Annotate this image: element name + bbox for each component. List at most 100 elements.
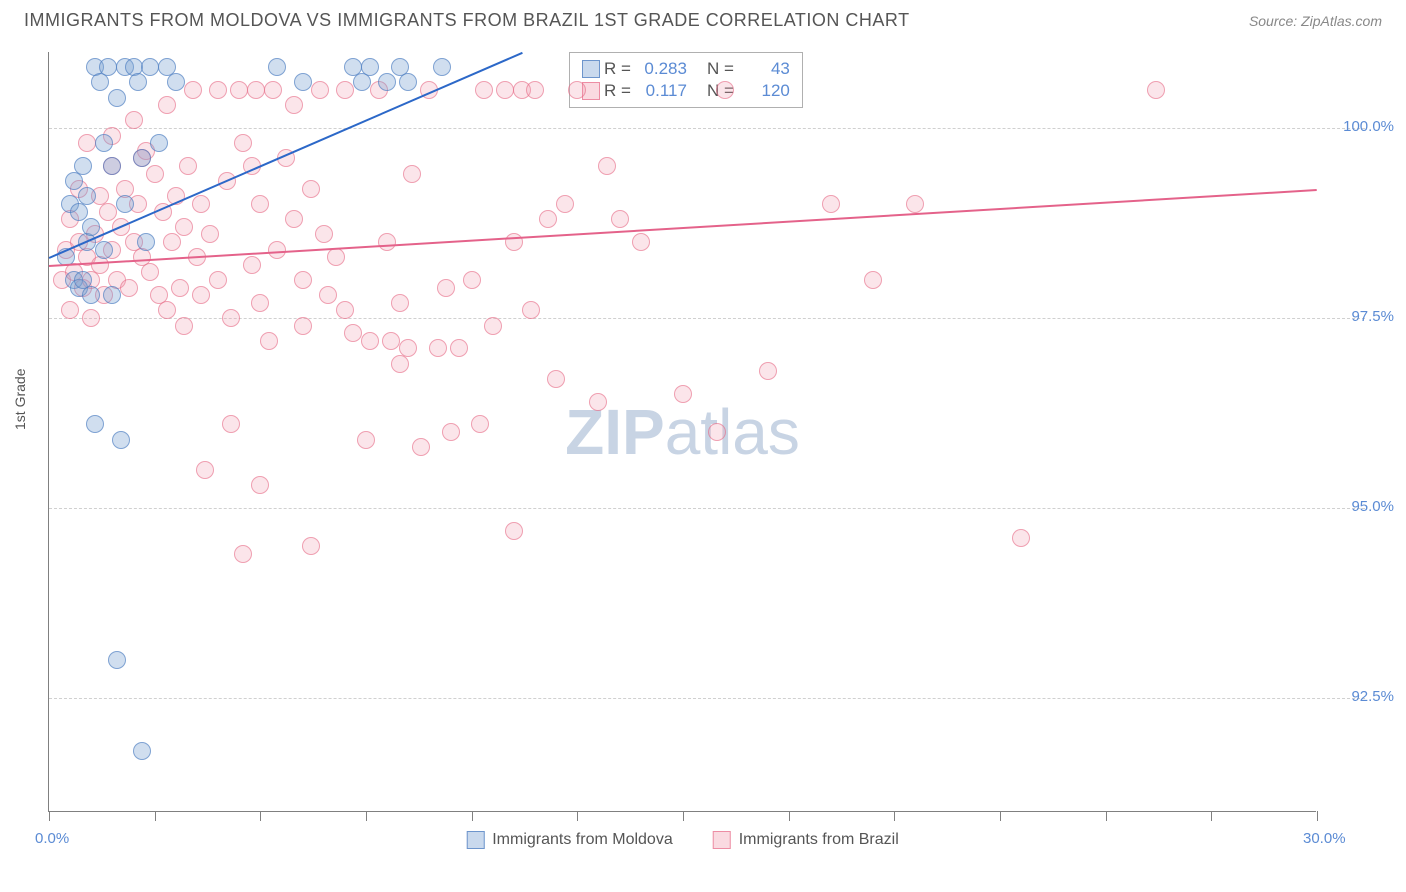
data-point-brazil	[505, 233, 523, 251]
data-point-brazil	[589, 393, 607, 411]
legend-item-brazil: Immigrants from Brazil	[713, 831, 899, 849]
gridline	[49, 128, 1365, 129]
data-point-brazil	[378, 233, 396, 251]
y-tick-label: 95.0%	[1351, 498, 1394, 515]
data-point-moldova	[268, 58, 286, 76]
data-point-moldova	[361, 58, 379, 76]
x-tick	[1317, 811, 1318, 821]
x-tick	[683, 811, 684, 821]
y-axis-label: 1st Grade	[12, 369, 28, 430]
data-point-brazil	[196, 461, 214, 479]
data-point-brazil	[192, 195, 210, 213]
y-tick-label: 100.0%	[1343, 118, 1394, 135]
data-point-brazil	[234, 545, 252, 563]
data-point-brazil	[437, 279, 455, 297]
source-attribution: Source: ZipAtlas.com	[1249, 13, 1382, 29]
data-point-brazil	[311, 81, 329, 99]
data-point-brazil	[294, 271, 312, 289]
data-point-moldova	[95, 134, 113, 152]
data-point-brazil	[1012, 529, 1030, 547]
data-point-brazil	[475, 81, 493, 99]
data-point-brazil	[251, 294, 269, 312]
data-point-brazil	[158, 96, 176, 114]
data-point-brazil	[61, 301, 79, 319]
data-point-moldova	[108, 89, 126, 107]
y-tick-label: 97.5%	[1351, 308, 1394, 325]
data-point-brazil	[391, 294, 409, 312]
data-point-brazil	[82, 309, 100, 327]
y-tick-label: 92.5%	[1351, 688, 1394, 705]
r-label: R =	[604, 59, 631, 79]
data-point-brazil	[302, 180, 320, 198]
data-point-moldova	[86, 415, 104, 433]
data-point-brazil	[674, 385, 692, 403]
data-point-brazil	[547, 370, 565, 388]
data-point-moldova	[137, 233, 155, 251]
data-point-brazil	[361, 332, 379, 350]
data-point-brazil	[158, 301, 176, 319]
x-tick	[472, 811, 473, 821]
n-label: N =	[707, 59, 734, 79]
x-tick	[1106, 811, 1107, 821]
data-point-brazil	[556, 195, 574, 213]
r-value-brazil: 0.117	[635, 81, 687, 101]
data-point-moldova	[133, 742, 151, 760]
gridline	[49, 318, 1365, 319]
data-point-brazil	[260, 332, 278, 350]
x-tick	[789, 811, 790, 821]
stats-box: R = 0.283 N = 43 R = 0.117 N = 120	[569, 52, 803, 108]
data-point-brazil	[471, 415, 489, 433]
data-point-brazil	[201, 225, 219, 243]
data-point-moldova	[133, 149, 151, 167]
data-point-brazil	[399, 339, 417, 357]
data-point-moldova	[294, 73, 312, 91]
data-point-brazil	[759, 362, 777, 380]
data-point-brazil	[285, 210, 303, 228]
data-point-moldova	[433, 58, 451, 76]
data-point-brazil	[209, 271, 227, 289]
data-point-brazil	[230, 81, 248, 99]
data-point-brazil	[632, 233, 650, 251]
data-point-brazil	[496, 81, 514, 99]
data-point-brazil	[906, 195, 924, 213]
stats-row-moldova: R = 0.283 N = 43	[582, 59, 790, 79]
x-tick	[260, 811, 261, 821]
data-point-brazil	[336, 81, 354, 99]
data-point-moldova	[116, 195, 134, 213]
gridline	[49, 508, 1365, 509]
stats-row-brazil: R = 0.117 N = 120	[582, 81, 790, 101]
swatch-pink	[713, 831, 731, 849]
data-point-moldova	[399, 73, 417, 91]
data-point-brazil	[450, 339, 468, 357]
data-point-brazil	[175, 218, 193, 236]
data-point-brazil	[1147, 81, 1165, 99]
data-point-brazil	[822, 195, 840, 213]
data-point-brazil	[251, 195, 269, 213]
data-point-moldova	[167, 73, 185, 91]
x-tick	[155, 811, 156, 821]
data-point-brazil	[264, 81, 282, 99]
data-point-brazil	[91, 256, 109, 274]
legend-label: Immigrants from Brazil	[739, 831, 899, 849]
data-point-brazil	[120, 279, 138, 297]
data-point-moldova	[99, 58, 117, 76]
x-tick	[577, 811, 578, 821]
data-point-brazil	[522, 301, 540, 319]
data-point-brazil	[268, 241, 286, 259]
data-point-brazil	[141, 263, 159, 281]
data-point-brazil	[708, 423, 726, 441]
data-point-brazil	[864, 271, 882, 289]
data-point-brazil	[505, 522, 523, 540]
data-point-brazil	[243, 256, 261, 274]
data-point-brazil	[412, 438, 430, 456]
x-tick	[1211, 811, 1212, 821]
data-point-brazil	[192, 286, 210, 304]
data-point-brazil	[184, 81, 202, 99]
data-point-brazil	[484, 317, 502, 335]
data-point-brazil	[526, 81, 544, 99]
x-tick	[49, 811, 50, 821]
data-point-brazil	[247, 81, 265, 99]
data-point-brazil	[568, 81, 586, 99]
plot-area: ZIPatlas R = 0.283 N = 43 R = 0.117 N = …	[48, 52, 1316, 812]
data-point-moldova	[129, 73, 147, 91]
